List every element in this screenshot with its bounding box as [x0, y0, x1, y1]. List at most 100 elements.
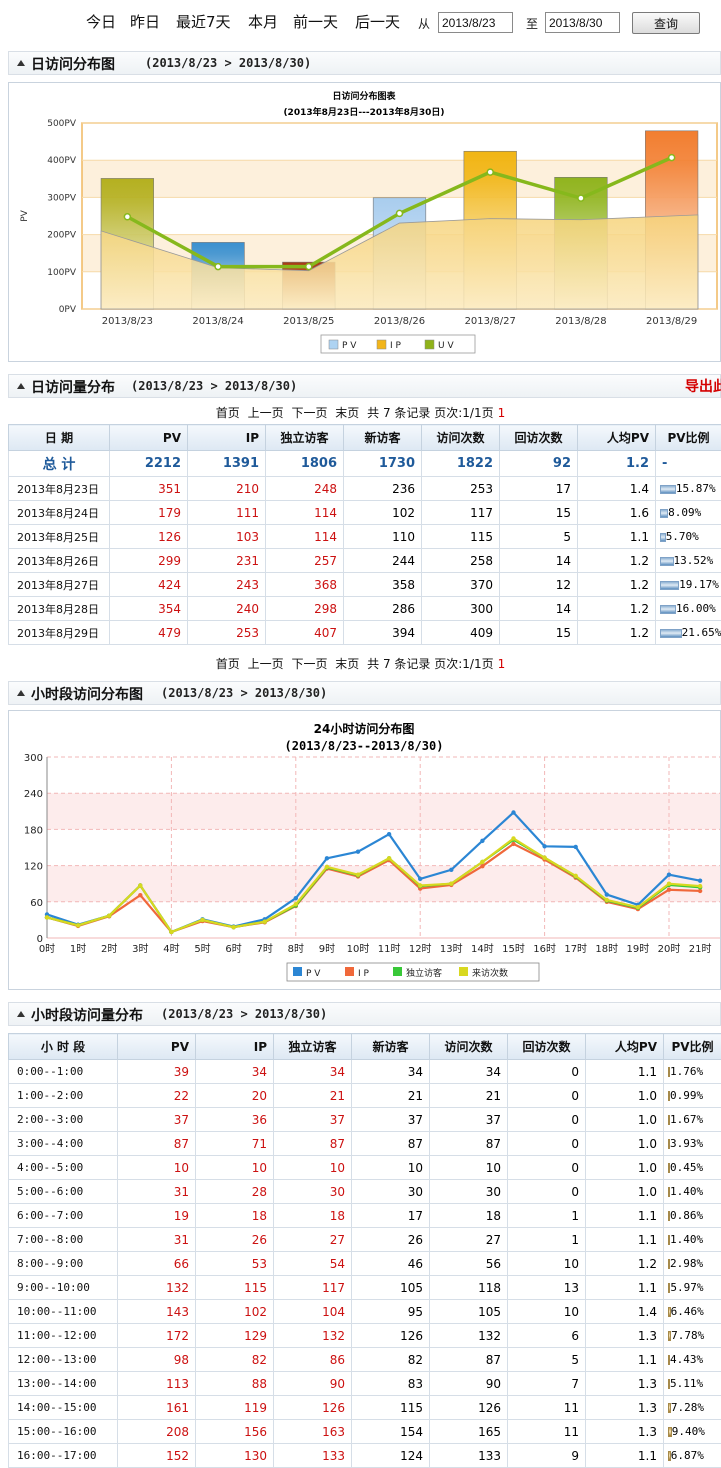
uv-point[interactable]: [306, 264, 312, 270]
col-new[interactable]: 新访客: [344, 425, 422, 451]
col-returns[interactable]: 回访次数: [508, 1034, 586, 1060]
series-point[interactable]: [511, 836, 515, 840]
series-point[interactable]: [574, 874, 578, 878]
col-uv[interactable]: 独立访客: [274, 1034, 352, 1060]
legend-label[interactable]: P V: [306, 969, 321, 979]
daily-chart-header[interactable]: 日访问分布图 (2013/8/23 > 2013/8/30): [8, 51, 721, 75]
series-point[interactable]: [387, 856, 391, 860]
collapse-triangle-icon[interactable]: [17, 383, 25, 389]
start-date-input[interactable]: [438, 12, 513, 33]
uv-point[interactable]: [124, 214, 130, 220]
series-point[interactable]: [325, 856, 329, 860]
series-point[interactable]: [667, 882, 671, 886]
series-point[interactable]: [698, 878, 702, 882]
col-ip[interactable]: IP: [188, 425, 266, 451]
series-point[interactable]: [231, 925, 235, 929]
uv-point[interactable]: [669, 155, 675, 161]
series-point[interactable]: [511, 810, 515, 814]
series-point[interactable]: [418, 877, 422, 881]
series-point[interactable]: [418, 883, 422, 887]
series-point[interactable]: [667, 872, 671, 876]
legend-swatch[interactable]: [345, 967, 354, 976]
uv-point[interactable]: [397, 210, 403, 216]
next-day-link[interactable]: 后一天: [355, 11, 400, 32]
series-point[interactable]: [698, 884, 702, 888]
pager-prev[interactable]: 上一页: [248, 657, 284, 671]
pager-first[interactable]: 首页: [216, 406, 240, 420]
series-point[interactable]: [480, 860, 484, 864]
daily-table-header[interactable]: 日访问量分布 (2013/8/23 > 2013/8/30) 导出此: [8, 374, 721, 398]
collapse-triangle-icon[interactable]: [17, 60, 25, 66]
col-pct[interactable]: PV比例: [656, 425, 721, 451]
pager-last[interactable]: 末页: [335, 657, 359, 671]
series-point[interactable]: [636, 905, 640, 909]
query-button[interactable]: 查询: [632, 12, 700, 34]
series-point[interactable]: [76, 923, 80, 927]
series-point[interactable]: [542, 844, 546, 848]
today-link[interactable]: 今日: [86, 11, 116, 32]
series-point[interactable]: [45, 915, 49, 919]
legend-swatch[interactable]: [329, 340, 338, 349]
pager-next[interactable]: 下一页: [291, 657, 327, 671]
series-point[interactable]: [200, 918, 204, 922]
legend-label[interactable]: I P: [390, 341, 402, 351]
export-link[interactable]: 导出此: [685, 376, 721, 396]
pager-first[interactable]: 首页: [216, 657, 240, 671]
series-point[interactable]: [449, 882, 453, 886]
pager-current-page[interactable]: 1: [498, 657, 506, 671]
legend-label[interactable]: P V: [342, 341, 357, 351]
col-visits[interactable]: 访问次数: [422, 425, 500, 451]
series-point[interactable]: [356, 872, 360, 876]
series-point[interactable]: [138, 883, 142, 887]
series-point[interactable]: [449, 868, 453, 872]
series-point[interactable]: [387, 832, 391, 836]
series-point[interactable]: [605, 892, 609, 896]
series-point[interactable]: [605, 898, 609, 902]
legend-swatch[interactable]: [425, 340, 434, 349]
col-avg[interactable]: 人均PV: [578, 425, 656, 451]
series-point[interactable]: [138, 893, 142, 897]
last-7-days-link[interactable]: 最近7天: [176, 11, 231, 32]
col-pv[interactable]: PV: [118, 1034, 196, 1060]
legend-label[interactable]: 独立访客: [406, 967, 442, 979]
series-point[interactable]: [480, 839, 484, 843]
col-pct[interactable]: PV比例: [664, 1034, 721, 1060]
col-ip[interactable]: IP: [196, 1034, 274, 1060]
col-new[interactable]: 新访客: [352, 1034, 430, 1060]
this-month-link[interactable]: 本月: [248, 11, 278, 32]
series-point[interactable]: [542, 856, 546, 860]
uv-point[interactable]: [487, 169, 493, 175]
pager-prev[interactable]: 上一页: [248, 406, 284, 420]
legend-label[interactable]: I P: [358, 969, 370, 979]
pager-last[interactable]: 末页: [335, 406, 359, 420]
col-hour-slot[interactable]: 小 时 段: [9, 1034, 118, 1060]
series-point[interactable]: [667, 888, 671, 892]
series-point[interactable]: [169, 930, 173, 934]
legend-swatch[interactable]: [393, 967, 402, 976]
col-avg[interactable]: 人均PV: [586, 1034, 664, 1060]
yesterday-link[interactable]: 昨日: [130, 11, 160, 32]
series-point[interactable]: [294, 902, 298, 906]
hourly-chart-header[interactable]: 小时段访问分布图 (2013/8/23 > 2013/8/30): [8, 681, 721, 705]
legend-label[interactable]: 来访次数: [472, 967, 508, 979]
col-uv[interactable]: 独立访客: [266, 425, 344, 451]
series-point[interactable]: [107, 913, 111, 917]
series-point[interactable]: [294, 896, 298, 900]
legend-label[interactable]: U V: [438, 341, 454, 351]
series-point[interactable]: [480, 864, 484, 868]
legend-swatch[interactable]: [377, 340, 386, 349]
series-point[interactable]: [356, 850, 360, 854]
uv-point[interactable]: [215, 264, 221, 270]
col-pv[interactable]: PV: [110, 425, 188, 451]
legend-swatch[interactable]: [293, 967, 302, 976]
collapse-triangle-icon[interactable]: [17, 690, 25, 696]
pager-next[interactable]: 下一页: [291, 406, 327, 420]
series-point[interactable]: [574, 845, 578, 849]
hourly-table-header[interactable]: 小时段访问量分布 (2013/8/23 > 2013/8/30): [8, 1002, 721, 1026]
legend-swatch[interactable]: [459, 967, 468, 976]
series-point[interactable]: [511, 842, 515, 846]
pager-current-page[interactable]: 1: [498, 406, 506, 420]
col-visits[interactable]: 访问次数: [430, 1034, 508, 1060]
uv-point[interactable]: [578, 195, 584, 201]
series-point[interactable]: [263, 920, 267, 924]
